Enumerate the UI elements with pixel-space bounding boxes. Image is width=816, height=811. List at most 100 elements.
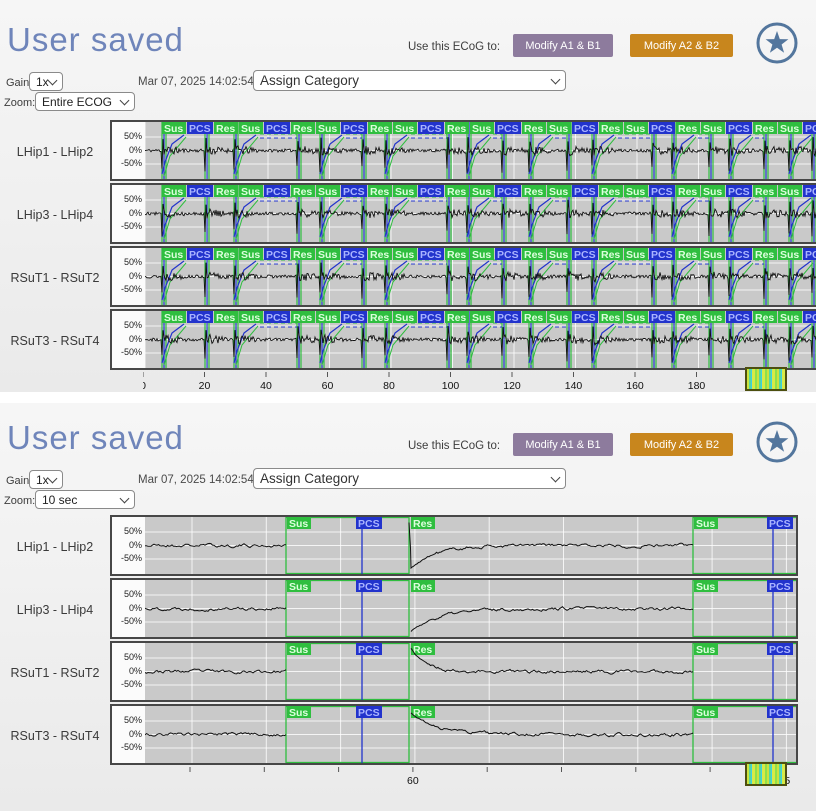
- pcs-marker[interactable]: PCS: [726, 311, 752, 324]
- sus-marker[interactable]: Sus: [470, 185, 494, 198]
- pcs-marker[interactable]: PCS: [356, 643, 382, 656]
- sus-marker[interactable]: Sus: [316, 122, 340, 135]
- pcs-marker[interactable]: PCS: [418, 311, 444, 324]
- pcs-marker[interactable]: PCS: [649, 185, 675, 198]
- sus-marker[interactable]: Sus: [701, 311, 725, 324]
- pcs-marker[interactable]: PCS: [572, 122, 598, 135]
- res-marker[interactable]: Res: [368, 122, 392, 135]
- pcs-marker[interactable]: PCS: [495, 122, 521, 135]
- pcs-marker[interactable]: PCS: [726, 122, 752, 135]
- pcs-marker[interactable]: PCS: [767, 580, 793, 593]
- sus-marker[interactable]: Sus: [239, 122, 263, 135]
- res-marker[interactable]: Res: [522, 185, 546, 198]
- pcs-marker[interactable]: PCS: [572, 248, 598, 261]
- sus-marker[interactable]: Sus: [287, 580, 311, 593]
- sus-marker[interactable]: Sus: [778, 185, 802, 198]
- sus-marker[interactable]: Sus: [162, 122, 186, 135]
- res-marker[interactable]: Res: [411, 580, 435, 593]
- pcs-marker[interactable]: PCS: [767, 643, 793, 656]
- pcs-marker[interactable]: PCS: [187, 122, 213, 135]
- res-marker[interactable]: Res: [368, 185, 392, 198]
- sus-marker[interactable]: Sus: [547, 122, 571, 135]
- sus-marker[interactable]: Sus: [624, 311, 648, 324]
- pcs-marker[interactable]: PCS: [572, 185, 598, 198]
- sus-marker[interactable]: Sus: [624, 122, 648, 135]
- channel-plot[interactable]: Sus PCS Res Sus PCS: [145, 643, 798, 700]
- pcs-marker[interactable]: PCS: [649, 122, 675, 135]
- sus-marker[interactable]: Sus: [547, 248, 571, 261]
- sus-marker[interactable]: Sus: [239, 311, 263, 324]
- res-marker[interactable]: Res: [753, 185, 777, 198]
- pcs-marker[interactable]: PCS: [418, 122, 444, 135]
- pcs-marker[interactable]: PCS: [803, 311, 816, 324]
- sus-marker[interactable]: Sus: [701, 122, 725, 135]
- sus-marker[interactable]: Sus: [624, 248, 648, 261]
- channel-band[interactable]: 50% 0% -50% Sus PCS Res Sus PCS: [110, 578, 798, 639]
- pcs-marker[interactable]: PCS: [803, 122, 816, 135]
- sus-marker[interactable]: Sus: [287, 643, 311, 656]
- res-marker[interactable]: Res: [522, 122, 546, 135]
- channel-band[interactable]: 50% 0% -50% Sus PCS Res Sus PCS: [110, 641, 798, 702]
- res-marker[interactable]: Res: [753, 122, 777, 135]
- pcs-marker[interactable]: PCS: [726, 248, 752, 261]
- pcs-marker[interactable]: PCS: [572, 311, 598, 324]
- pcs-marker[interactable]: PCS: [418, 185, 444, 198]
- res-marker[interactable]: Res: [214, 248, 238, 261]
- pcs-marker[interactable]: PCS: [264, 248, 290, 261]
- sus-marker[interactable]: Sus: [287, 517, 311, 530]
- res-marker[interactable]: Res: [522, 248, 546, 261]
- sus-marker[interactable]: Sus: [316, 311, 340, 324]
- pcs-marker[interactable]: PCS: [341, 311, 367, 324]
- zoom-select[interactable]: 10 sec: [35, 490, 135, 509]
- gain-select[interactable]: 1x: [29, 470, 63, 489]
- sus-marker[interactable]: Sus: [694, 643, 718, 656]
- pcs-marker[interactable]: PCS: [187, 311, 213, 324]
- assign-category-select[interactable]: Assign Category: [253, 468, 566, 489]
- res-marker[interactable]: Res: [411, 643, 435, 656]
- sus-marker[interactable]: Sus: [239, 185, 263, 198]
- res-marker[interactable]: Res: [599, 185, 623, 198]
- pcs-marker[interactable]: PCS: [356, 706, 382, 719]
- sus-marker[interactable]: Sus: [393, 122, 417, 135]
- sus-marker[interactable]: Sus: [778, 311, 802, 324]
- res-marker[interactable]: Res: [214, 122, 238, 135]
- sus-marker[interactable]: Sus: [393, 311, 417, 324]
- channel-plot[interactable]: Sus PCS Res Sus PCS Res Sus PCS Res Sus …: [145, 122, 816, 179]
- pcs-marker[interactable]: PCS: [767, 706, 793, 719]
- res-marker[interactable]: Res: [291, 311, 315, 324]
- res-marker[interactable]: Res: [411, 517, 435, 530]
- sus-marker[interactable]: Sus: [470, 122, 494, 135]
- pcs-marker[interactable]: PCS: [264, 311, 290, 324]
- channel-plot[interactable]: Sus PCS Res Sus PCS: [145, 580, 798, 637]
- sus-marker[interactable]: Sus: [624, 185, 648, 198]
- ecog-activity-thumbnail[interactable]: [745, 367, 787, 391]
- sus-marker[interactable]: Sus: [393, 248, 417, 261]
- pcs-marker[interactable]: PCS: [356, 580, 382, 593]
- res-marker[interactable]: Res: [599, 248, 623, 261]
- sus-marker[interactable]: Sus: [162, 248, 186, 261]
- pcs-marker[interactable]: PCS: [356, 517, 382, 530]
- sus-marker[interactable]: Sus: [701, 185, 725, 198]
- gain-select[interactable]: 1x: [29, 72, 63, 91]
- res-marker[interactable]: Res: [445, 248, 469, 261]
- res-marker[interactable]: Res: [368, 248, 392, 261]
- pcs-marker[interactable]: PCS: [803, 185, 816, 198]
- channel-band[interactable]: 50% 0% -50% Sus PCS Res Sus PCS: [110, 704, 798, 765]
- res-marker[interactable]: Res: [214, 185, 238, 198]
- channel-band[interactable]: 50% 0% -50%: [110, 246, 816, 307]
- res-marker[interactable]: Res: [599, 122, 623, 135]
- ecog-activity-thumbnail[interactable]: [745, 762, 787, 786]
- favorite-star-button[interactable]: [755, 420, 799, 464]
- res-marker[interactable]: Res: [411, 706, 435, 719]
- sus-marker[interactable]: Sus: [162, 311, 186, 324]
- pcs-marker[interactable]: PCS: [803, 248, 816, 261]
- res-marker[interactable]: Res: [676, 311, 700, 324]
- zoom-select[interactable]: Entire ECOG: [35, 92, 135, 111]
- channel-band[interactable]: 50% 0% -50%: [110, 183, 816, 244]
- pcs-marker[interactable]: PCS: [495, 248, 521, 261]
- sus-marker[interactable]: Sus: [547, 185, 571, 198]
- sus-marker[interactable]: Sus: [694, 517, 718, 530]
- sus-marker[interactable]: Sus: [778, 122, 802, 135]
- pcs-marker[interactable]: PCS: [341, 122, 367, 135]
- pcs-marker[interactable]: PCS: [187, 185, 213, 198]
